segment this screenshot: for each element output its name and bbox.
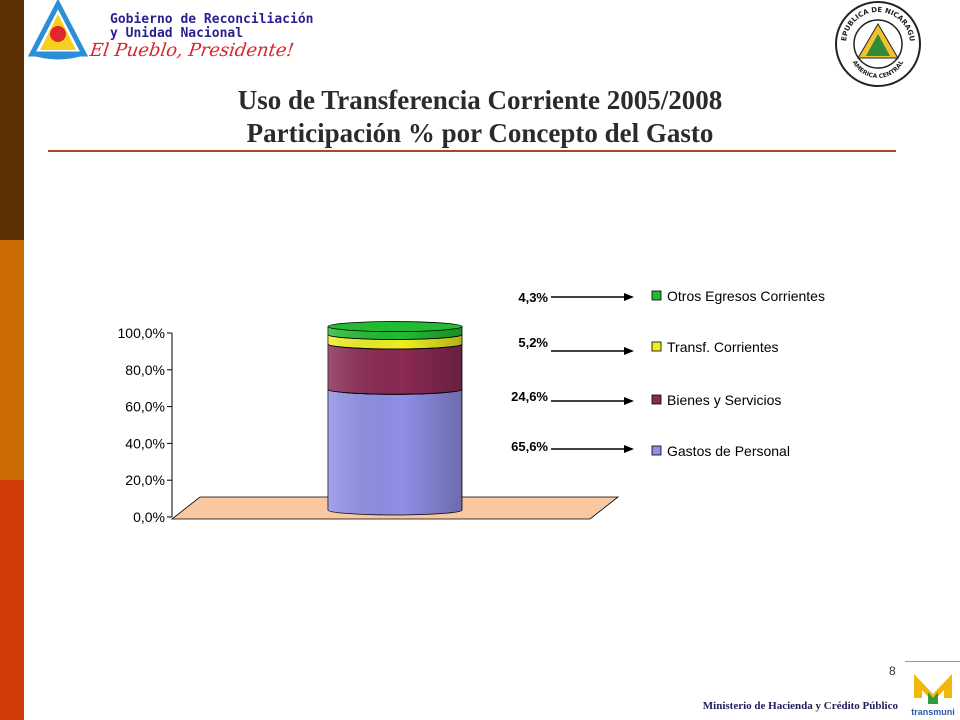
transmuni-logo: transmuni bbox=[911, 674, 955, 717]
title-underline bbox=[48, 150, 896, 152]
government-logo-emblem bbox=[28, 0, 89, 60]
legend-label: Bienes y Servicios bbox=[667, 392, 781, 408]
government-logo: Gobierno de Reconciliación y Unidad Naci… bbox=[28, 0, 314, 64]
page-number: 8 bbox=[889, 664, 896, 678]
data-label: 5,2% bbox=[518, 335, 548, 350]
bar-top-cap bbox=[327, 321, 463, 332]
arrow-head bbox=[624, 445, 634, 453]
y-tick-label: 40,0% bbox=[125, 435, 165, 451]
bar-segment-shade bbox=[328, 389, 462, 515]
y-tick-label: 20,0% bbox=[125, 472, 165, 488]
page-number-rule bbox=[905, 661, 960, 662]
bar-segment-separator bbox=[327, 389, 463, 395]
legend-label: Otros Egresos Corrientes bbox=[667, 288, 825, 304]
logo-text-line2: y Unidad Nacional bbox=[110, 26, 244, 41]
data-label: 4,3% bbox=[518, 290, 548, 305]
y-tick-label: 100,0% bbox=[118, 325, 165, 341]
side-stripe-dark bbox=[0, 0, 24, 240]
arrow-head bbox=[624, 347, 634, 355]
legend-swatch bbox=[651, 394, 662, 405]
side-stripe-orange bbox=[0, 240, 24, 480]
y-tick-label: 0,0% bbox=[133, 509, 165, 525]
arrow-head bbox=[624, 293, 634, 301]
logo-text-line1: Gobierno de Reconciliación bbox=[110, 12, 314, 27]
arrow-head bbox=[624, 397, 634, 405]
bar-segment bbox=[327, 343, 463, 395]
y-tick-label: 60,0% bbox=[125, 399, 165, 415]
bar-segment-shade bbox=[328, 344, 462, 395]
transmuni-label: transmuni bbox=[911, 707, 955, 717]
legend-label: Transf. Corrientes bbox=[667, 339, 779, 355]
legend-swatch bbox=[651, 341, 662, 352]
title-line1: Uso de Transferencia Corriente 2005/2008 bbox=[237, 85, 723, 115]
legend-swatch bbox=[651, 445, 662, 456]
side-stripe-red bbox=[0, 480, 24, 720]
bar-segment-separator bbox=[327, 334, 463, 340]
legend-label: Gastos de Personal bbox=[667, 443, 790, 459]
data-label: 24,6% bbox=[511, 389, 548, 404]
bar-segment bbox=[327, 388, 463, 516]
slide-title: Uso de Transferencia Corriente 2005/2008… bbox=[0, 84, 960, 150]
legend-swatch bbox=[651, 290, 662, 301]
y-tick-label: 80,0% bbox=[125, 362, 165, 378]
data-label: 65,6% bbox=[511, 439, 548, 454]
title-line2: Participación % por Concepto del Gasto bbox=[246, 118, 714, 148]
ministry-footer: Ministerio de Hacienda y Crédito Público bbox=[702, 700, 898, 712]
bar-segment-separator bbox=[327, 343, 463, 350]
